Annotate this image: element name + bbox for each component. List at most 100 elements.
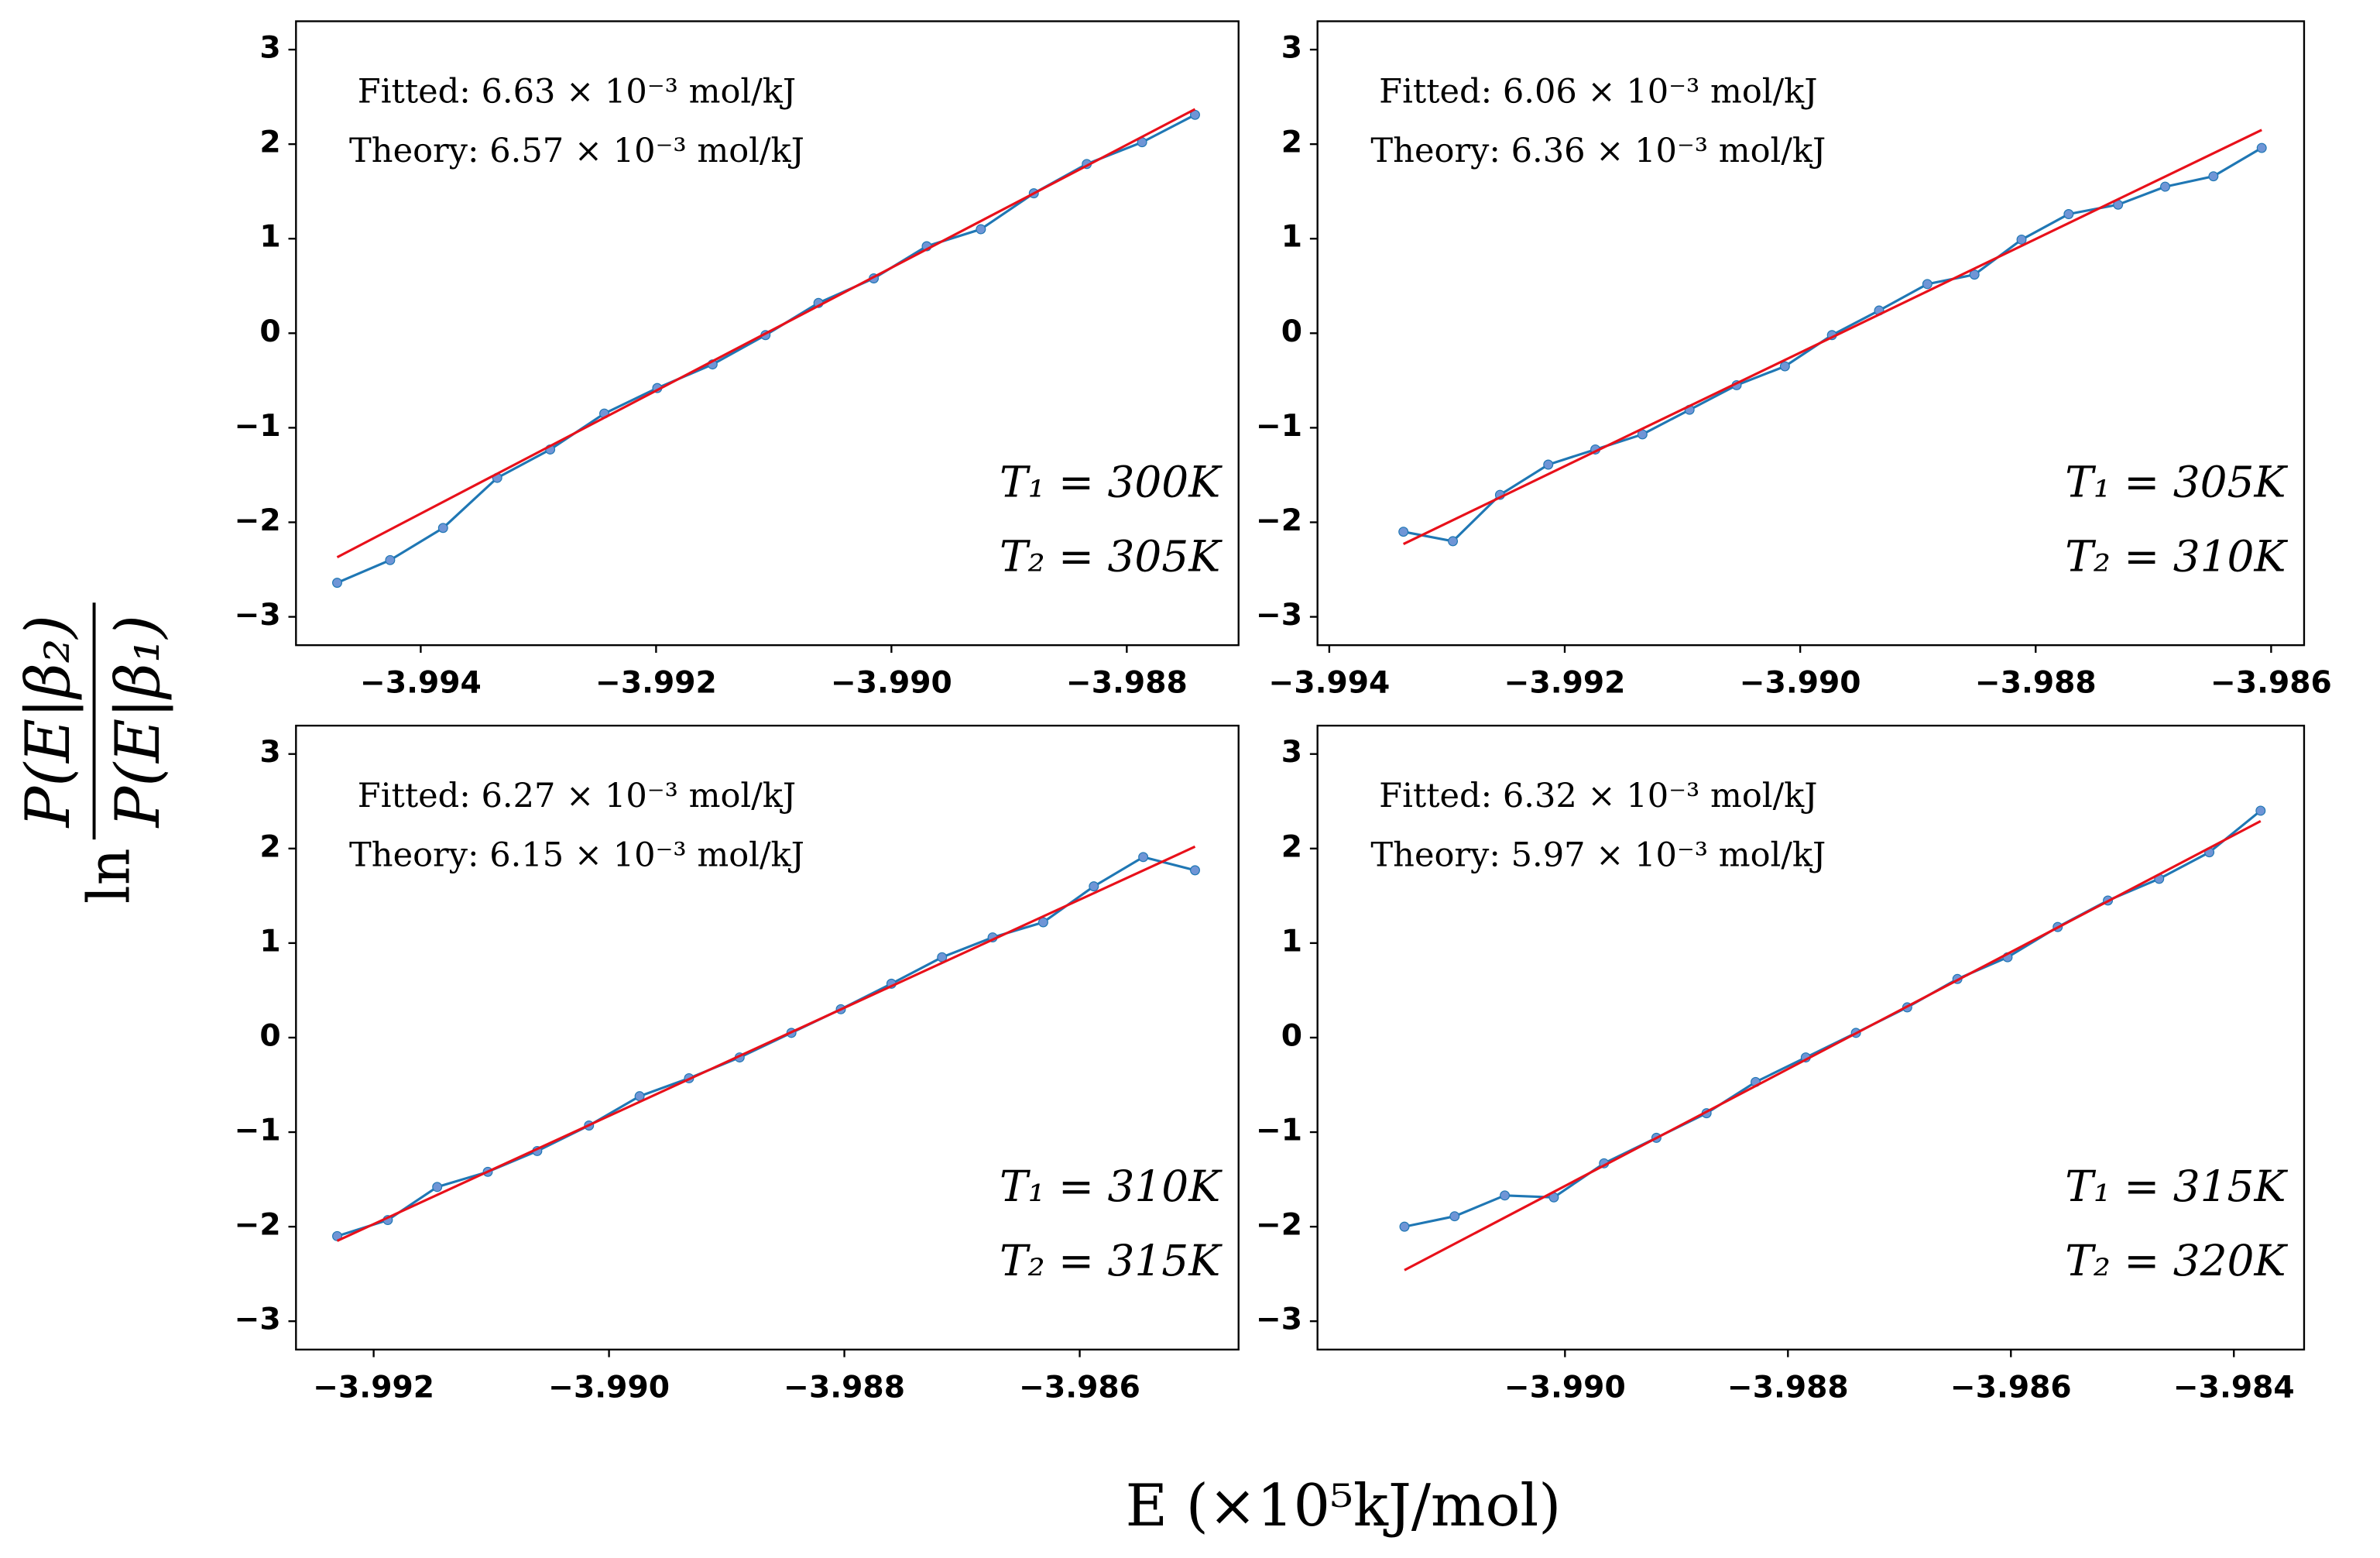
y-label-numerator: P(E|β₂) <box>13 615 84 829</box>
y-tick-label: −2 <box>1256 503 1302 538</box>
y-tick-label: 3 <box>1281 735 1302 770</box>
y-tick-label: 1 <box>1281 220 1302 255</box>
x-tick-label: −3.986 <box>2210 666 2332 701</box>
x-axis-label: E (×10⁵kJ/mol) <box>1126 1472 1562 1539</box>
temperature-label: T₂ = 310K <box>2065 531 2288 581</box>
temperature-label: T₁ = 315K <box>2065 1162 2288 1211</box>
x-tick-label: −3.992 <box>595 666 717 701</box>
data-point <box>2160 181 2170 192</box>
data-point <box>2255 805 2266 816</box>
y-tick-label: −1 <box>235 409 281 444</box>
fit-annotation: Fitted: 6.32 × 10⁻³ mol/kJ <box>1379 777 1817 815</box>
subplot: −3 −2 −1 0 1 2 3 −3.994 −3.992 −3.990 −3.988 Fitted… <box>235 20 1240 701</box>
x-tick-label: −3.986 <box>1950 1370 2072 1405</box>
y-tick-label: 2 <box>259 829 280 864</box>
theory-annotation: Theory: 6.15 × 10⁻³ mol/kJ <box>349 836 804 875</box>
y-tick-label: −2 <box>1256 1208 1302 1243</box>
y-label-prefix: ln <box>76 848 143 904</box>
x-tick-label: −3.988 <box>1066 666 1188 701</box>
x-tick-label: −3.994 <box>1268 666 1390 701</box>
axes-frame <box>1316 20 2306 647</box>
y-axis-label: ln P(E|β₂) P(E|β₁) <box>13 602 173 904</box>
data-point <box>1398 527 1409 537</box>
x-tick-label: −3.986 <box>1019 1370 1140 1405</box>
x-tick-label: −3.990 <box>548 1370 670 1405</box>
theory-annotation: Theory: 5.97 × 10⁻³ mol/kJ <box>1370 836 1826 875</box>
y-tick-label: −2 <box>235 1208 281 1243</box>
data-point <box>1399 1221 1410 1232</box>
data-line <box>336 845 1196 1242</box>
x-tick-label: −3.984 <box>2173 1370 2295 1405</box>
y-tick-label: 3 <box>1281 31 1302 66</box>
y-label-denominator: P(E|β₁) <box>103 615 173 829</box>
x-tick-label: −3.988 <box>784 1370 905 1405</box>
data-point <box>1543 459 1554 470</box>
data-point <box>1138 852 1149 863</box>
y-tick-label: 2 <box>1281 125 1302 160</box>
subplot: −3 −2 −1 0 1 2 3 −3.994 −3.992 −3.990 −3.988 −3.986… <box>1256 20 2332 701</box>
data-point <box>1448 536 1459 547</box>
data-point <box>1089 881 1099 892</box>
data-point <box>332 578 342 589</box>
axes-frame <box>295 20 1240 647</box>
x-tick-label: −3.992 <box>313 1370 434 1405</box>
data-point <box>1500 1190 1511 1201</box>
temperature-label: T₂ = 315K <box>1000 1236 1223 1285</box>
y-tick-label: 3 <box>259 31 280 66</box>
data-line <box>336 113 1196 585</box>
data-line <box>1403 129 2262 545</box>
theory-annotation: Theory: 6.57 × 10⁻³ mol/kJ <box>349 132 804 170</box>
subplot: −3 −2 −1 0 1 2 3 −3.992 −3.990 −3.988 −3.986 Fitted… <box>235 724 1240 1405</box>
temperature-label: T₁ = 300K <box>1000 457 1223 506</box>
x-tick-label: −3.990 <box>1740 666 1861 701</box>
y-tick-label: −1 <box>1256 409 1302 444</box>
fit-annotation: Fitted: 6.06 × 10⁻³ mol/kJ <box>1379 73 1817 112</box>
y-tick-label: 1 <box>1281 924 1302 959</box>
x-tick-label: −3.990 <box>1504 1370 1626 1405</box>
axes-frame <box>295 724 1240 1351</box>
data-point <box>1449 1211 1460 1222</box>
data-line <box>1404 820 2262 1271</box>
axes-frame <box>1316 724 2306 1351</box>
data-point <box>437 523 448 534</box>
data-line <box>336 108 1196 559</box>
y-tick-label: −2 <box>235 503 281 538</box>
x-tick-label: −3.990 <box>831 666 952 701</box>
x-tick-label: −3.988 <box>1727 1370 1849 1405</box>
data-point <box>432 1182 443 1193</box>
y-tick-label: 0 <box>1281 1018 1302 1053</box>
data-point <box>1922 279 1932 290</box>
y-tick-label: −3 <box>1256 598 1302 633</box>
y-tick-label: −3 <box>235 1302 281 1337</box>
x-tick-label: −3.992 <box>1504 666 1626 701</box>
data-point <box>385 554 396 565</box>
y-tick-label: 2 <box>1281 829 1302 864</box>
data-point <box>2208 171 2219 182</box>
temperature-label: T₂ = 320K <box>2065 1236 2288 1285</box>
x-tick-label: −3.994 <box>360 666 482 701</box>
y-tick-label: 0 <box>259 1018 280 1053</box>
data-point <box>1969 269 1980 280</box>
y-tick-label: 1 <box>259 220 280 255</box>
y-tick-label: −3 <box>1256 1302 1302 1337</box>
data-point <box>1779 361 1790 372</box>
data-point <box>976 224 986 235</box>
y-tick-label: 2 <box>259 125 280 160</box>
y-tick-label: −3 <box>235 598 281 633</box>
data-point <box>2256 142 2267 153</box>
y-tick-label: −1 <box>1256 1114 1302 1148</box>
y-tick-label: −1 <box>235 1114 281 1148</box>
y-tick-label: 0 <box>1281 314 1302 349</box>
theory-annotation: Theory: 6.36 × 10⁻³ mol/kJ <box>1370 132 1826 170</box>
temperature-label: T₁ = 310K <box>1000 1162 1223 1211</box>
data-point <box>1190 865 1200 876</box>
temperature-label: T₁ = 305K <box>2065 457 2288 506</box>
y-tick-label: 1 <box>259 924 280 959</box>
data-point <box>2063 209 2074 219</box>
fit-annotation: Fitted: 6.63 × 10⁻³ mol/kJ <box>358 73 796 112</box>
subplot: −3 −2 −1 0 1 2 3 −3.990 −3.988 −3.986 −3.984 Fitted… <box>1256 724 2306 1405</box>
x-tick-label: −3.988 <box>1975 666 2097 701</box>
